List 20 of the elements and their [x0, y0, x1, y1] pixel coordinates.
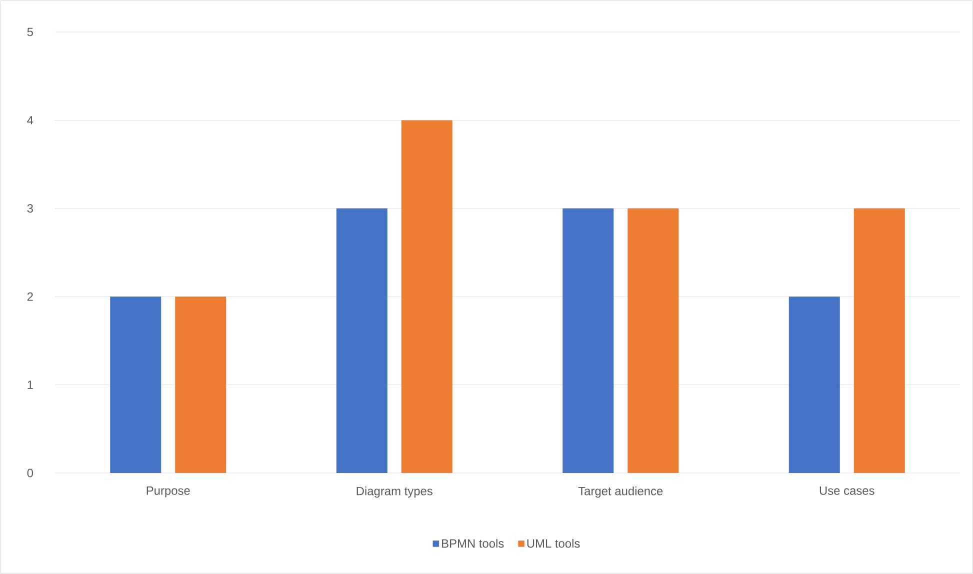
y-tick-label: 2 [27, 292, 33, 301]
bar [788, 296, 840, 473]
y-tick-label: 3 [27, 204, 33, 213]
bar [175, 296, 226, 473]
x-tick-label: Diagram types [356, 486, 432, 498]
y-tick-label: 1 [28, 380, 33, 389]
bar [336, 208, 388, 473]
x-tick-label: Target audience [578, 486, 663, 498]
bar [110, 296, 162, 473]
legend-label: UML tools [527, 538, 580, 548]
x-tick-label: Use cases [820, 486, 874, 495]
y-tick-label: 4 [27, 116, 34, 124]
bar [401, 120, 452, 473]
bar [854, 208, 905, 473]
x-tick-label: Purpose [146, 486, 190, 498]
y-tick-label: 0 [27, 468, 34, 478]
bar [628, 208, 679, 473]
legend-label: BPMN tools [442, 538, 504, 548]
y-tick-label: 5 [27, 28, 33, 36]
bar [562, 208, 614, 473]
